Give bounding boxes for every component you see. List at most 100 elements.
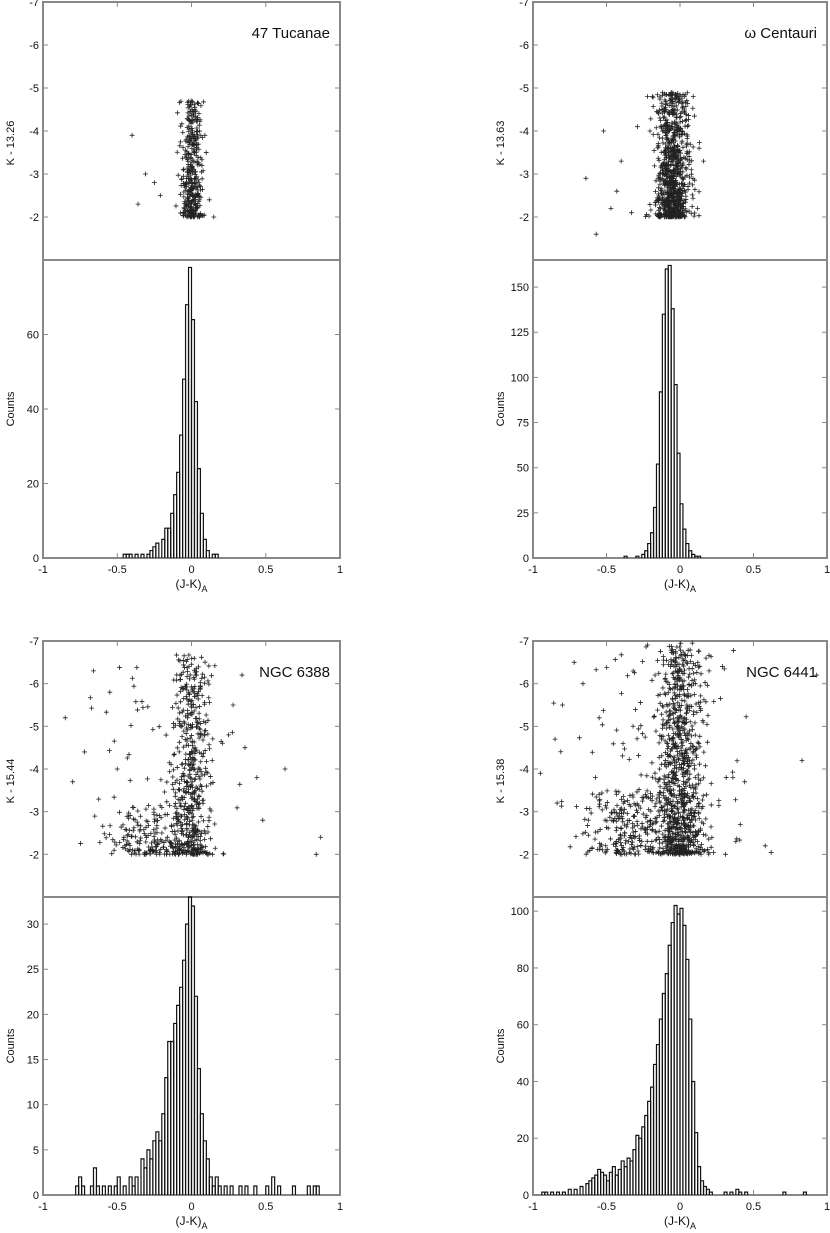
star-point	[655, 808, 661, 814]
star-point	[193, 848, 199, 854]
star-point	[696, 189, 702, 195]
star-point	[207, 700, 212, 705]
star-point	[196, 765, 202, 771]
star-point	[180, 173, 186, 179]
star-point	[644, 794, 649, 800]
star-point	[680, 743, 686, 748]
star-outlier-point	[601, 128, 606, 134]
star-point	[674, 849, 680, 854]
star-point	[669, 738, 675, 744]
histogram-bar	[122, 1185, 127, 1195]
star-point	[653, 837, 659, 843]
histogram-bar	[573, 1188, 578, 1195]
hist-x-tick-label: 1	[824, 564, 830, 576]
star-point	[196, 725, 202, 731]
star-point	[681, 678, 687, 684]
star-point	[674, 765, 679, 771]
star-point	[642, 734, 648, 740]
star-point	[644, 788, 650, 794]
star-point	[656, 776, 662, 782]
star-point	[183, 694, 189, 699]
star-point	[676, 211, 682, 217]
star-point	[137, 838, 143, 844]
star-point	[630, 821, 636, 827]
star-point	[203, 712, 209, 718]
hist-x-axis-label: (J-K)A	[175, 577, 207, 594]
star-point	[626, 818, 632, 823]
star-point	[657, 195, 663, 201]
star-point	[202, 700, 208, 705]
star-point	[195, 721, 201, 727]
star-point	[682, 698, 688, 704]
star-point	[187, 676, 193, 682]
star-point	[668, 214, 674, 220]
star-point	[663, 709, 669, 715]
star-point	[711, 699, 717, 704]
star-point	[708, 802, 714, 808]
star-point	[666, 772, 672, 778]
star-point	[146, 844, 152, 850]
star-point	[680, 829, 686, 835]
star-point	[674, 831, 680, 837]
star-point	[647, 796, 653, 801]
star-point	[186, 133, 192, 139]
star-point	[125, 832, 131, 838]
star-point	[657, 96, 663, 102]
star-outlier-point	[135, 201, 141, 207]
star-point	[626, 838, 632, 844]
star-point	[685, 123, 690, 129]
star-outlier-point	[151, 180, 157, 185]
star-point	[609, 817, 615, 823]
star-point	[197, 850, 203, 856]
star-point	[202, 830, 208, 836]
star-outlier-point	[614, 188, 620, 194]
star-point	[684, 693, 690, 699]
star-point	[199, 788, 205, 794]
star-point	[603, 803, 609, 809]
star-point	[677, 676, 683, 682]
star-point	[613, 828, 619, 834]
histogram-bars	[541, 904, 808, 1195]
star-outlier-point	[596, 715, 602, 721]
star-point	[688, 807, 694, 813]
star-point	[666, 826, 671, 832]
star-point	[690, 105, 696, 111]
star-point	[658, 649, 663, 654]
star-point	[192, 694, 197, 699]
star-point	[680, 649, 686, 655]
star-point	[124, 838, 130, 844]
star-point	[688, 799, 693, 804]
star-point	[132, 848, 138, 853]
star-point	[686, 764, 692, 770]
star-point	[175, 110, 180, 116]
star-point	[551, 700, 557, 706]
star-outlier-point	[762, 843, 768, 849]
star-point	[220, 851, 226, 857]
star-point	[187, 735, 193, 741]
star-point	[193, 672, 199, 678]
hist-y-tick-label: 0	[33, 1190, 39, 1202]
star-point	[653, 202, 659, 208]
star-outlier-point	[254, 775, 260, 780]
star-point	[657, 211, 663, 217]
hist-x-tick-label: 0.5	[746, 1201, 761, 1213]
star-point	[127, 778, 133, 783]
histogram-bar	[253, 1185, 258, 1195]
star-point	[186, 151, 192, 157]
star-point	[202, 674, 207, 680]
star-point	[686, 681, 692, 687]
star-point	[676, 704, 682, 710]
star-point	[676, 719, 682, 724]
star-point	[689, 678, 695, 683]
star-point	[593, 794, 599, 800]
star-point	[188, 711, 194, 717]
star-point	[172, 801, 178, 806]
histogram-bar	[555, 1191, 561, 1195]
star-point	[645, 94, 650, 99]
star-point	[589, 846, 595, 851]
star-point	[669, 157, 675, 163]
star-point	[655, 131, 661, 137]
star-point	[680, 814, 685, 820]
star-point	[697, 683, 703, 689]
star-point	[684, 753, 690, 758]
